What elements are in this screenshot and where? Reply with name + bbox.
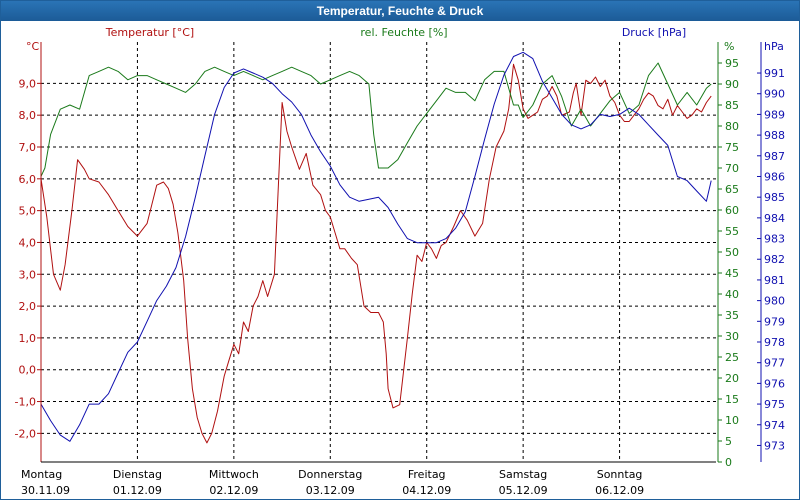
temperature-tick-label: 6,0 [19, 173, 37, 186]
x-tick-date-label: 03.12.09 [306, 484, 355, 497]
humidity-tick-label: 35 [725, 309, 739, 322]
humidity-tick-label: 20 [725, 372, 739, 385]
x-tick-day-label: Montag [21, 468, 62, 481]
temperature-tick-label: 8,0 [19, 109, 37, 122]
humidity-tick-label: 70 [725, 162, 739, 175]
series-lines [40, 51, 712, 444]
pressure-tick-label: 975 [764, 398, 785, 411]
pressure-tick-label: 991 [764, 67, 785, 80]
pressure-tick-label: 977 [764, 357, 785, 370]
humidity-tick-label: 5 [725, 435, 732, 448]
humidity-tick-label: 95 [725, 57, 739, 70]
temperature-tick-label: 2,0 [19, 300, 37, 313]
humidity-tick-label: 65 [725, 183, 739, 196]
x-tick-day-label: Mittwoch [209, 468, 259, 481]
pressure-tick-label: 981 [764, 274, 785, 287]
pressure-tick-label: 979 [764, 315, 785, 328]
humidity-tick-label: 55 [725, 225, 739, 238]
humidity-tick-label: 85 [725, 99, 739, 112]
temperature-unit-label: °C [26, 40, 40, 53]
x-tick-date-label: 06.12.09 [595, 484, 644, 497]
humidity-tick-label: 80 [725, 120, 739, 133]
pressure-tick-label: 986 [764, 170, 785, 183]
chart-title: Temperatur, Feuchte & Druck [1, 1, 799, 21]
axis-labels: 9,0 8,0 7,0 6,0 5,0 4,0 3,0 2,0 1,0 0,0 -1,0 -2,0 95… [15, 26, 785, 497]
pressure-line [40, 51, 712, 442]
pressure-tick-label: 988 [764, 129, 785, 142]
humidity-tick-label: 0 [725, 456, 732, 469]
humidity-tick-label: 15 [725, 393, 739, 406]
pressure-unit-label: hPa [764, 40, 784, 53]
pressure-axis-title: Druck [hPa] [622, 26, 686, 39]
x-tick-day-label: Dienstag [113, 468, 162, 481]
temperature-tick-label: 1,0 [19, 332, 37, 345]
x-tick-date-label: 04.12.09 [402, 484, 451, 497]
x-tick-day-label: Freitag [408, 468, 446, 481]
pressure-tick-label: 990 [764, 88, 785, 101]
humidity-tick-label: 45 [725, 267, 739, 280]
x-tick-day-label: Samstag [499, 468, 547, 481]
temperature-line [40, 63, 712, 444]
humidity-tick-label: 40 [725, 288, 739, 301]
humidity-tick-label: 90 [725, 78, 739, 91]
temperature-tick-label: 4,0 [19, 236, 37, 249]
grid-lines [41, 42, 716, 462]
pressure-tick-label: 989 [764, 108, 785, 121]
humidity-tick-label: 25 [725, 351, 739, 364]
temperature-tick-label: 5,0 [19, 205, 37, 218]
x-tick-date-label: 30.11.09 [21, 484, 70, 497]
humidity-tick-label: 60 [725, 204, 739, 217]
temperature-tick-label: 7,0 [19, 141, 37, 154]
pressure-tick-label: 985 [764, 191, 785, 204]
x-tick-date-label: 01.12.09 [113, 484, 162, 497]
pressure-tick-label: 987 [764, 150, 785, 163]
x-tick-date-label: 02.12.09 [209, 484, 258, 497]
humidity-axis-title: rel. Feuchte [%] [360, 26, 447, 39]
x-tick-day-label: Sonntag [597, 468, 643, 481]
pressure-tick-label: 980 [764, 295, 785, 308]
pressure-tick-label: 978 [764, 336, 785, 349]
humidity-unit-label: % [724, 40, 734, 53]
temperature-tick-label: 9,0 [19, 77, 37, 90]
temperature-tick-label: 3,0 [19, 268, 37, 281]
humidity-tick-label: 50 [725, 246, 739, 259]
temperature-tick-label: 0,0 [19, 364, 37, 377]
axes [37, 42, 762, 463]
temperature-axis-title: Temperatur [°C] [105, 26, 194, 39]
pressure-tick-label: 982 [764, 253, 785, 266]
pressure-tick-label: 974 [764, 419, 785, 432]
x-tick-date-label: 05.12.09 [499, 484, 548, 497]
humidity-tick-label: 75 [725, 141, 739, 154]
pressure-tick-label: 984 [764, 212, 785, 225]
temperature-tick-label: -2,0 [15, 427, 36, 440]
humidity-tick-label: 10 [725, 414, 739, 427]
humidity-tick-label: 30 [725, 330, 739, 343]
pressure-tick-label: 983 [764, 233, 785, 246]
temperature-tick-label: -1,0 [15, 396, 36, 409]
pressure-tick-label: 973 [764, 439, 785, 452]
humidity-line [40, 62, 712, 177]
pressure-tick-label: 976 [764, 377, 785, 390]
x-tick-day-label: Donnerstag [298, 468, 362, 481]
